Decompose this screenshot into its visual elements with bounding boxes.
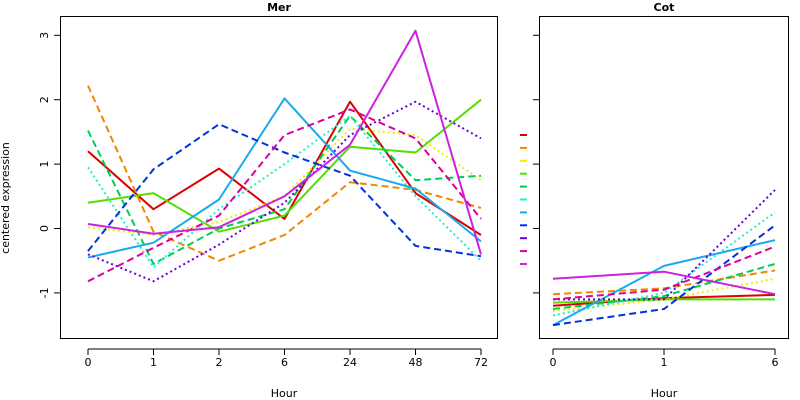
panel-cot-title: Cot [654, 1, 675, 14]
series-line-5 [87, 114, 482, 265]
panel-mer: Mer -1 0 1 2 3 0 1 2 6 24 48 72 Hour [38, 1, 498, 400]
series-line-6 [87, 114, 482, 269]
x-tick-label: 0 [550, 356, 557, 369]
y-axis-label: centered expression [0, 142, 12, 254]
x-tick-label: 24 [343, 356, 357, 369]
series-line-9 [87, 100, 482, 283]
panel-mer-title: Mer [267, 1, 291, 14]
panel-mer-y-axis: -1 0 1 2 3 [38, 32, 60, 298]
series-line-2 [87, 85, 482, 262]
series-line-2 [552, 269, 776, 296]
series-line-1 [87, 100, 482, 236]
x-tick-label: 1 [661, 356, 668, 369]
x-tick-label: 48 [409, 356, 423, 369]
series-line-7 [552, 239, 776, 326]
y-tick-label: 2 [38, 96, 51, 103]
series-line-10 [552, 245, 776, 301]
series-line-11 [87, 29, 482, 255]
y-tick-label: -1 [38, 287, 51, 298]
x-tick-label: 2 [216, 356, 223, 369]
panel-mer-x-axis: 0 1 2 6 24 48 72 [85, 348, 488, 369]
x-tick-label: 6 [772, 356, 779, 369]
series-line-8 [87, 123, 482, 258]
panel-cot-frame [539, 16, 789, 339]
panel-mer-frame [60, 16, 498, 339]
panel-cot-y-axis [533, 34, 539, 294]
series-line-7 [87, 97, 482, 259]
panel-cot-series [552, 189, 776, 327]
series-line-8 [552, 224, 776, 327]
x-tick-label: 6 [281, 356, 288, 369]
series-line-3 [87, 127, 482, 236]
x-tick-label: 72 [474, 356, 488, 369]
y-tick-label: 1 [38, 161, 51, 168]
x-tick-label: 0 [85, 356, 92, 369]
panel-mer-x-label: Hour [271, 387, 298, 400]
x-tick-label: 1 [150, 356, 157, 369]
panel-cot-x-axis: 0 1 6 [550, 348, 779, 369]
y-tick-label: 3 [38, 32, 51, 39]
series-line-11 [552, 270, 776, 296]
panel-cot: Cot 0 1 6 Hour [533, 1, 789, 400]
panel-cot-x-label: Hour [651, 387, 678, 400]
y-tick-label: 0 [38, 225, 51, 232]
panel-mer-series [87, 29, 482, 283]
legend [520, 134, 527, 265]
series-line-4 [87, 98, 482, 233]
series-line-9 [553, 189, 776, 301]
